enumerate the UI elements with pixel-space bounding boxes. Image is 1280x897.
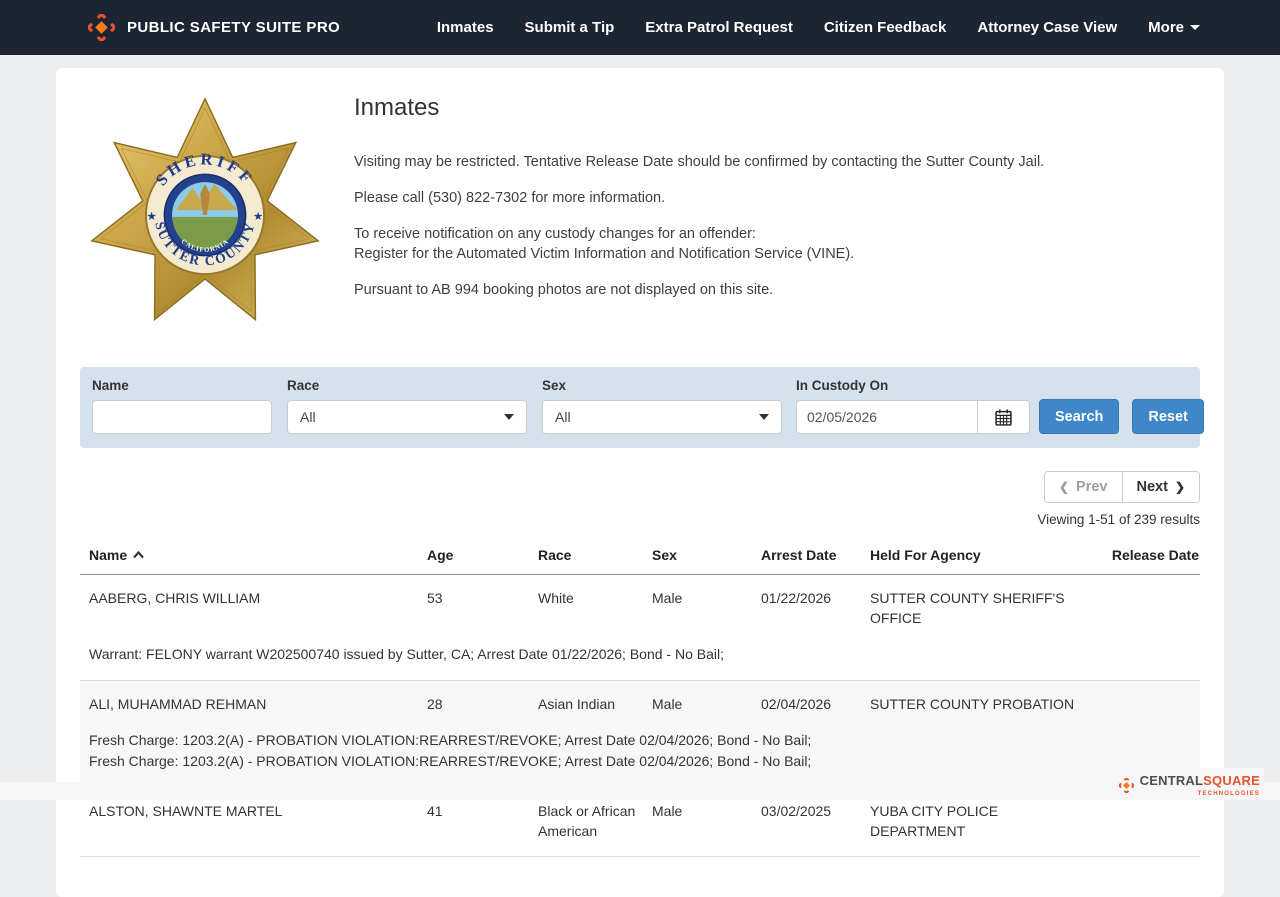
chevron-down-icon	[1190, 25, 1200, 30]
centralsquare-wordmark: CENTRALSQUARE	[1139, 773, 1260, 788]
footer-strip	[0, 782, 1280, 800]
sheriff-badge-image: SHERIFF SUTTER COUNTY STATE OF CALIFORNI…	[84, 94, 326, 341]
nav-menu: Inmates Submit a Tip Extra Patrol Reques…	[437, 19, 1200, 36]
chevron-left-icon: ❮	[1058, 480, 1070, 494]
cell-sex: Male	[652, 803, 683, 819]
cell-arrest-date: 02/04/2026	[761, 696, 832, 712]
svg-text:★: ★	[147, 210, 157, 223]
filter-panel: Name Race All Sex All In Custody On	[80, 367, 1204, 448]
sort-asc-icon	[133, 551, 144, 559]
brand-diamond-icon	[88, 14, 115, 41]
page-title: Inmates	[354, 94, 440, 121]
table-header-row: Name Age Race Sex Arrest Date Held For A…	[80, 547, 1200, 575]
charges-list: Fresh Charge: 1203.2(A) - PROBATION VIOL…	[80, 730, 1200, 772]
nav-link[interactable]: More	[1148, 19, 1200, 36]
charge-line: Warrant: FELONY warrant W202500740 issue…	[89, 646, 724, 662]
notice-vine: To receive notification on any custody c…	[354, 226, 855, 262]
app-title: PUBLIC SAFETY SUITE PRO	[127, 19, 341, 36]
column-header-arrest-date[interactable]: Arrest Date	[761, 547, 837, 563]
chevron-down-icon	[504, 414, 514, 420]
svg-text:★: ★	[253, 210, 263, 223]
next-page-button[interactable]: Next ❯	[1122, 472, 1199, 502]
charges-list: Warrant: FELONY warrant W202500740 issue…	[80, 644, 1200, 665]
centralsquare-diamond-icon	[1118, 777, 1134, 793]
nav-link[interactable]: Attorney Case View	[977, 19, 1118, 36]
cell-name: ALSTON, SHAWNTE MARTEL	[89, 803, 283, 819]
cell-sex: Male	[652, 590, 683, 606]
column-header-sex[interactable]: Sex	[652, 547, 677, 563]
pagination: ❮ Prev Next ❯	[80, 471, 1200, 503]
nav-link[interactable]: Citizen Feedback	[823, 19, 947, 36]
custody-date-input[interactable]	[796, 400, 978, 434]
cell-age: 41	[427, 803, 443, 819]
cell-agency: SUTTER COUNTY SHERIFF'S OFFICE	[870, 590, 1065, 626]
column-header-age[interactable]: Age	[427, 547, 454, 563]
inmate-row: AABERG, CHRIS WILLIAM 53 White Male 01/2…	[80, 575, 1200, 681]
top-navbar: PUBLIC SAFETY SUITE PRO Inmates Submit a…	[0, 0, 1280, 55]
sex-filter-label: Sex	[542, 378, 567, 393]
column-header-release-date[interactable]: Release Date	[1111, 547, 1199, 563]
custody-date-label: In Custody On	[796, 378, 889, 393]
nav-link[interactable]: Submit a Tip	[524, 19, 615, 36]
app-logo[interactable]: PUBLIC SAFETY SUITE PRO	[88, 14, 340, 41]
results-summary: Viewing 1-51 of 239 results	[1037, 512, 1200, 527]
cell-release-date	[1091, 801, 1200, 841]
nav-link[interactable]: Inmates	[436, 19, 494, 36]
cell-release-date	[1091, 694, 1200, 714]
centralsquare-tagline: TECHNOLOGIES	[1197, 791, 1260, 797]
cell-race: Asian Indian	[538, 696, 616, 712]
main-content-card: SHERIFF SUTTER COUNTY STATE OF CALIFORNI…	[56, 68, 1224, 897]
name-filter-label: Name	[92, 378, 129, 393]
cell-age: 53	[427, 590, 443, 606]
inmates-table: Name Age Race Sex Arrest Date Held For A…	[80, 547, 1200, 857]
calendar-button[interactable]	[978, 400, 1030, 434]
charge-line: Fresh Charge: 1203.2(A) - PROBATION VIOL…	[89, 732, 812, 748]
cell-release-date	[1091, 588, 1200, 628]
column-header-race[interactable]: Race	[538, 547, 572, 563]
centralsquare-logo[interactable]: CENTRALSQUARE TECHNOLOGIES	[1108, 768, 1264, 800]
search-button[interactable]: Search	[1039, 399, 1120, 434]
prev-page-button[interactable]: ❮ Prev	[1044, 472, 1123, 502]
cell-arrest-date: 01/22/2026	[761, 590, 832, 606]
cell-age: 28	[427, 696, 443, 712]
notice-ab994: Pursuant to AB 994 booking photos are no…	[354, 282, 774, 298]
nav-link[interactable]: Extra Patrol Request	[645, 19, 793, 36]
calendar-icon	[995, 409, 1012, 426]
reset-button[interactable]: Reset	[1132, 399, 1204, 434]
sex-select[interactable]: All	[542, 400, 782, 434]
notice-phone: Please call (530) 822-7302 for more info…	[354, 190, 666, 206]
cell-arrest-date: 03/02/2025	[761, 803, 832, 819]
race-filter-label: Race	[287, 378, 320, 393]
chevron-right-icon: ❯	[1174, 480, 1185, 494]
cell-name: AABERG, CHRIS WILLIAM	[89, 590, 261, 606]
column-header-name[interactable]: Name	[80, 547, 418, 563]
cell-name: ALI, MUHAMMAD REHMAN	[89, 696, 267, 712]
charge-line: Fresh Charge: 1203.2(A) - PROBATION VIOL…	[89, 753, 812, 769]
cell-agency: SUTTER COUNTY PROBATION	[870, 696, 1075, 712]
cell-sex: Male	[652, 696, 683, 712]
chevron-down-icon	[759, 414, 769, 420]
column-header-agency[interactable]: Held For Agency	[870, 547, 981, 563]
cell-race: White	[538, 590, 574, 606]
race-select[interactable]: All	[287, 400, 527, 434]
inmate-row: ALI, MUHAMMAD REHMAN 28 Asian Indian Mal…	[80, 681, 1200, 788]
table-body: AABERG, CHRIS WILLIAM 53 White Male 01/2…	[80, 575, 1200, 857]
name-filter-input[interactable]	[92, 400, 272, 434]
notice-visiting: Visiting may be restricted. Tentative Re…	[354, 154, 1045, 170]
cell-race: Black or African American	[538, 803, 636, 839]
page-header: SHERIFF SUTTER COUNTY STATE OF CALIFORNI…	[80, 90, 1200, 341]
cell-agency: YUBA CITY POLICE DEPARTMENT	[870, 803, 999, 839]
